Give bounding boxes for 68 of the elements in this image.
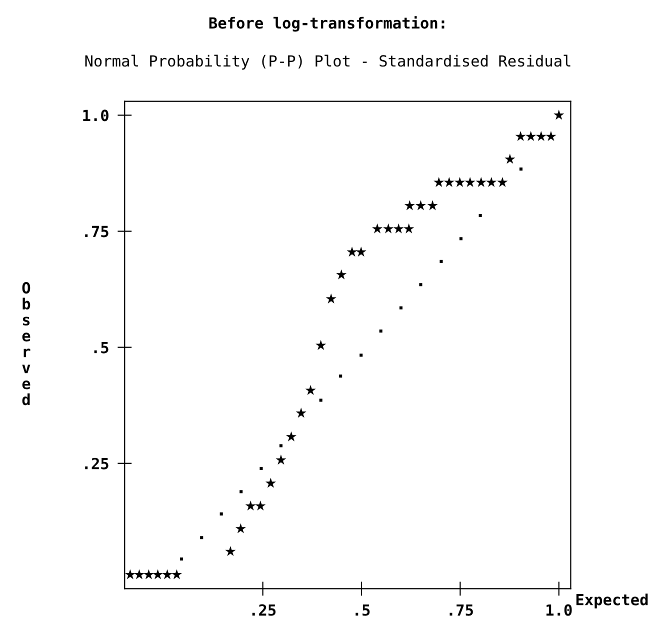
chart-subtitle: Normal Probability (P-P) Plot - Standardised Residual	[85, 54, 570, 70]
point	[143, 569, 154, 580]
point	[276, 454, 286, 465]
point	[464, 176, 476, 188]
point	[454, 176, 466, 188]
x-tick-label: .75	[450, 604, 473, 616]
point	[240, 490, 243, 494]
point	[286, 431, 297, 442]
point	[526, 131, 536, 142]
point	[404, 223, 414, 234]
point	[515, 131, 526, 142]
point	[486, 176, 497, 188]
point	[360, 354, 363, 357]
point	[245, 500, 256, 511]
point	[305, 384, 316, 395]
point	[356, 246, 366, 257]
point	[372, 223, 383, 234]
point	[546, 131, 556, 142]
x-tick-label: .25	[252, 604, 276, 616]
point	[504, 154, 516, 164]
point	[326, 293, 336, 304]
point	[255, 500, 266, 511]
point	[124, 569, 136, 580]
point	[419, 283, 422, 286]
point	[379, 330, 382, 333]
point	[220, 512, 223, 516]
point	[162, 569, 173, 580]
x-tick-label: 1.0	[546, 604, 572, 616]
point	[476, 176, 486, 188]
point	[200, 536, 204, 540]
point	[554, 110, 564, 120]
point	[336, 269, 347, 280]
point	[536, 131, 546, 142]
point	[152, 569, 164, 580]
x-tick-label: .5	[356, 604, 370, 616]
chart-title: Before log-transformation:	[209, 16, 444, 32]
y-axis-title: Observed	[22, 282, 30, 406]
point	[235, 523, 246, 534]
point	[404, 200, 415, 210]
point	[519, 168, 523, 171]
x-axis-title: Expected	[576, 594, 648, 608]
point	[316, 340, 326, 350]
y-tick-label: .75	[85, 226, 108, 238]
point	[440, 260, 443, 263]
y-tick-label: 1.0	[83, 110, 108, 122]
point	[260, 466, 263, 470]
point	[444, 176, 454, 188]
y-tick-label: .5	[94, 342, 108, 354]
point	[346, 246, 358, 257]
point	[393, 223, 404, 234]
point	[279, 444, 282, 448]
point	[171, 569, 182, 580]
point	[478, 214, 482, 217]
point	[415, 200, 426, 210]
point	[459, 237, 463, 240]
point	[265, 478, 276, 488]
point	[399, 306, 402, 310]
point	[497, 176, 508, 188]
point	[383, 223, 394, 234]
point	[296, 408, 306, 418]
point	[434, 176, 444, 188]
point	[427, 200, 438, 210]
point	[180, 557, 184, 561]
point	[339, 374, 342, 378]
point	[225, 546, 236, 556]
point	[134, 569, 145, 580]
y-tick-label: .25	[85, 458, 108, 470]
point	[319, 398, 322, 402]
